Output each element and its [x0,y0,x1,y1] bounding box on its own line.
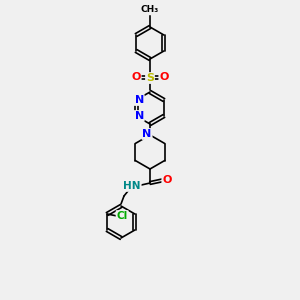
Text: N: N [134,95,144,105]
Text: N: N [134,111,144,121]
Text: N: N [142,129,152,139]
Text: O: O [159,72,169,82]
Text: HN: HN [123,181,141,191]
Text: Cl: Cl [116,211,128,221]
Text: S: S [146,73,154,83]
Text: O: O [131,72,141,82]
Text: CH₃: CH₃ [141,5,159,14]
Text: O: O [162,175,172,185]
